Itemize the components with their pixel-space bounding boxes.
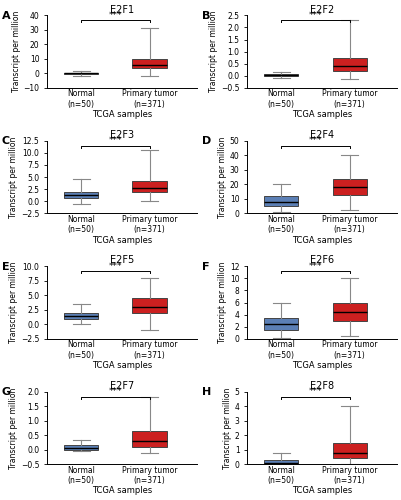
PathPatch shape [132,181,166,192]
Title: E2F6: E2F6 [310,256,334,266]
PathPatch shape [64,446,98,450]
Text: A: A [2,11,10,21]
X-axis label: TCGA samples: TCGA samples [92,236,152,244]
Text: E: E [2,262,10,272]
X-axis label: TCGA samples: TCGA samples [292,361,352,370]
Title: E2F8: E2F8 [310,381,334,391]
Y-axis label: Transcript per million: Transcript per million [222,388,231,468]
Y-axis label: Transcript per million: Transcript per million [217,136,226,218]
Text: ***: *** [308,136,322,145]
Text: ***: *** [108,262,122,271]
X-axis label: TCGA samples: TCGA samples [92,110,152,119]
PathPatch shape [332,178,366,194]
PathPatch shape [263,460,298,464]
Title: E2F7: E2F7 [110,381,134,391]
PathPatch shape [132,431,166,447]
PathPatch shape [332,58,366,71]
PathPatch shape [64,312,98,318]
X-axis label: TCGA samples: TCGA samples [292,236,352,244]
PathPatch shape [263,196,298,206]
Title: E2F3: E2F3 [110,130,134,140]
PathPatch shape [332,442,366,458]
Text: ***: *** [308,262,322,271]
Y-axis label: Transcript per million: Transcript per million [209,11,218,92]
Text: ***: *** [108,136,122,145]
Text: ***: *** [108,11,122,20]
Y-axis label: Transcript per million: Transcript per million [9,388,18,468]
X-axis label: TCGA samples: TCGA samples [292,486,352,496]
Title: E2F5: E2F5 [110,256,134,266]
Text: ***: *** [308,11,322,20]
PathPatch shape [132,298,166,312]
Y-axis label: Transcript per million: Transcript per million [9,262,18,343]
Text: C: C [2,136,10,146]
Text: G: G [2,388,11,398]
Text: ***: *** [308,388,322,396]
PathPatch shape [263,318,298,330]
PathPatch shape [64,192,98,198]
X-axis label: TCGA samples: TCGA samples [292,110,352,119]
Text: ***: *** [108,388,122,396]
Title: E2F4: E2F4 [310,130,334,140]
Y-axis label: Transcript per million: Transcript per million [9,136,18,218]
X-axis label: TCGA samples: TCGA samples [92,361,152,370]
Text: D: D [201,136,211,146]
Text: H: H [201,388,211,398]
Title: E2F2: E2F2 [310,4,334,15]
PathPatch shape [332,302,366,320]
X-axis label: TCGA samples: TCGA samples [92,486,152,496]
PathPatch shape [263,74,298,76]
PathPatch shape [64,72,98,74]
Text: F: F [201,262,209,272]
Y-axis label: Transcript per million: Transcript per million [12,11,20,92]
PathPatch shape [132,59,166,68]
Text: B: B [201,11,210,21]
Title: E2F1: E2F1 [110,4,134,15]
Y-axis label: Transcript per million: Transcript per million [217,262,227,343]
